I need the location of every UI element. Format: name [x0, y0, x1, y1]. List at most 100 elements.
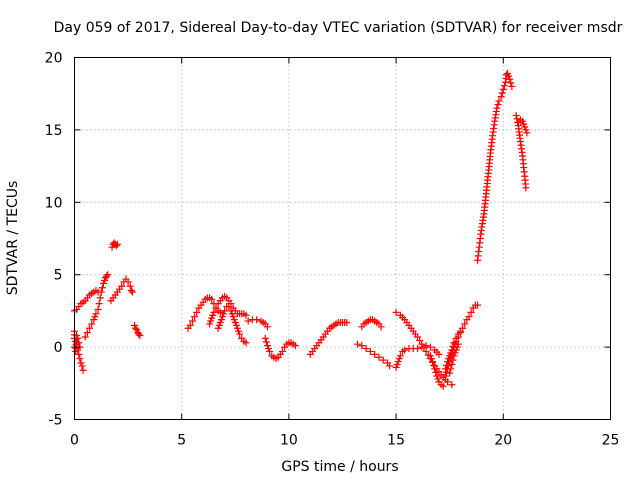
y-tick-label: -5: [49, 413, 63, 429]
data-point: [448, 360, 456, 368]
data-point: [448, 381, 456, 389]
data-point: [456, 327, 464, 335]
data-point: [75, 339, 83, 347]
data-point: [354, 340, 362, 348]
data-point: [135, 330, 143, 338]
data-point: [95, 300, 103, 308]
data-point: [266, 347, 274, 355]
data-point: [447, 365, 455, 373]
data-point: [396, 352, 404, 360]
data-point: [371, 350, 379, 358]
data-point: [522, 184, 530, 192]
grid: [74, 57, 611, 420]
axis-ticks: [74, 57, 611, 420]
data-point: [513, 115, 521, 123]
data-point: [221, 307, 229, 315]
data-point: [498, 89, 506, 97]
data-point: [96, 294, 104, 302]
data-point: [366, 347, 374, 355]
data-point: [449, 356, 457, 364]
data-point: [414, 345, 422, 353]
x-axis-label: GPS time / hours: [281, 459, 398, 475]
data-point: [450, 339, 458, 347]
data-point: [452, 334, 460, 342]
data-point: [499, 85, 507, 93]
data-point: [124, 278, 132, 286]
data-point: [210, 308, 218, 316]
data-point: [127, 287, 135, 295]
data-point: [191, 313, 199, 321]
data-point: [446, 369, 454, 377]
data-point: [104, 271, 112, 279]
data-point: [343, 318, 351, 326]
data-point: [474, 301, 482, 309]
data-point: [188, 317, 196, 325]
y-tick-label: 20: [45, 51, 63, 67]
data-point: [442, 368, 450, 376]
data-point: [416, 337, 424, 345]
data-point: [375, 353, 383, 361]
data-point: [392, 308, 400, 316]
data-point: [136, 332, 144, 340]
data-point: [414, 333, 422, 341]
data-point: [112, 242, 120, 250]
data-point: [262, 338, 270, 346]
data-point: [449, 342, 457, 350]
data-point: [186, 321, 194, 329]
data-point: [442, 361, 450, 369]
data-point: [493, 104, 501, 112]
data-point: [507, 79, 515, 87]
data-point: [253, 316, 261, 324]
data-point: [358, 342, 366, 350]
data-point: [208, 295, 216, 303]
data-point: [379, 356, 387, 364]
data-markers: [71, 69, 531, 390]
data-point: [512, 111, 520, 119]
data-point: [461, 320, 469, 328]
data-point: [132, 324, 140, 332]
data-point: [426, 343, 434, 351]
data-point: [113, 240, 121, 248]
data-point: [430, 361, 438, 369]
chart-title: Day 059 of 2017, Sidereal Day-to-day VTE…: [54, 20, 623, 36]
x-tick-label: 5: [177, 433, 186, 449]
data-point: [128, 288, 136, 296]
data-point: [422, 342, 430, 350]
x-tick-label: 20: [494, 433, 512, 449]
data-point: [278, 347, 286, 355]
data-point: [242, 311, 250, 319]
data-point: [508, 82, 516, 90]
data-point: [506, 75, 514, 83]
data-point: [242, 339, 250, 347]
data-point: [465, 313, 473, 321]
data-point: [261, 334, 269, 342]
y-tick-label: 0: [54, 340, 63, 356]
y-tick-label: 15: [45, 123, 63, 139]
data-point: [435, 350, 443, 358]
data-point: [88, 320, 96, 328]
data-point: [263, 323, 271, 331]
y-tick-labels: -5 0 5 10 15 20: [45, 51, 63, 429]
data-point: [244, 317, 252, 325]
plot-frame: [74, 57, 611, 420]
data-point: [86, 324, 94, 332]
x-tick-label: 25: [602, 433, 620, 449]
data-point: [497, 93, 505, 101]
data-point: [500, 82, 508, 90]
data-point: [216, 308, 224, 316]
data-point: [401, 346, 409, 354]
data-point: [495, 97, 503, 105]
data-point: [103, 272, 111, 280]
data-point: [193, 308, 201, 316]
data-point: [76, 355, 84, 363]
data-point: [94, 305, 102, 313]
data-point: [523, 129, 531, 137]
data-point: [514, 118, 522, 126]
data-point: [74, 334, 82, 342]
data-point: [92, 310, 100, 318]
data-point: [236, 330, 244, 338]
data-point: [362, 345, 370, 353]
x-tick-label: 10: [280, 433, 298, 449]
data-point: [441, 372, 449, 380]
